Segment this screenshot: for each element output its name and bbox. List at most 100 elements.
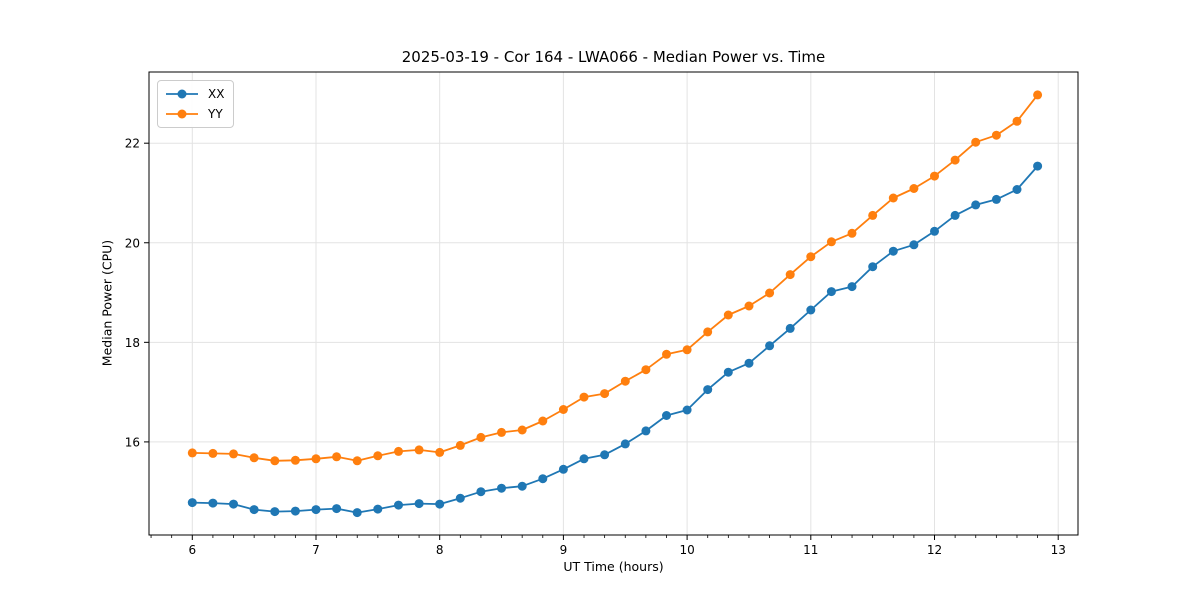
x-axis-tick-label: 13: [1051, 543, 1066, 557]
data-point-YY: [785, 270, 795, 280]
data-point-XX: [311, 505, 321, 515]
data-point-YY: [600, 389, 610, 399]
data-point-XX: [373, 504, 383, 514]
legend-swatch-icon: [166, 109, 198, 119]
data-point-YY: [1012, 116, 1022, 126]
data-point-XX: [785, 323, 795, 333]
x-axis-tick-label: 11: [803, 543, 818, 557]
data-point-XX: [249, 505, 259, 515]
data-point-XX: [579, 454, 589, 464]
data-point-XX: [930, 226, 939, 236]
data-point-XX: [455, 493, 465, 503]
y-axis-tick-label: 20: [125, 236, 140, 250]
x-axis-label: UT Time (hours): [563, 559, 664, 574]
data-point-YY: [455, 440, 465, 450]
data-point-YY: [909, 184, 919, 193]
data-point-XX: [888, 246, 898, 256]
data-point-YY: [229, 449, 238, 459]
y-axis-tick-label: 16: [125, 435, 140, 449]
data-point-XX: [971, 200, 981, 210]
data-point-YY: [744, 301, 754, 311]
data-point-XX: [476, 487, 486, 497]
data-point-YY: [765, 288, 775, 298]
data-point-YY: [290, 455, 300, 465]
legend-item-YY: YY: [165, 105, 224, 123]
data-point-YY: [208, 448, 218, 458]
series-line-YY: [192, 94, 1039, 462]
data-point-YY: [373, 451, 383, 461]
data-point-XX: [909, 240, 919, 250]
data-point-XX: [414, 499, 424, 509]
data-point-YY: [620, 376, 630, 386]
data-point-XX: [538, 474, 548, 484]
data-point-YY: [826, 237, 836, 247]
data-point-XX: [806, 305, 816, 315]
data-point-YY: [971, 137, 981, 147]
legend-label: XX: [208, 87, 225, 101]
data-point-XX: [620, 439, 630, 449]
data-point-XX: [682, 405, 692, 415]
data-point-YY: [414, 445, 424, 455]
data-point-XX: [1033, 161, 1043, 171]
data-point-XX: [290, 506, 300, 516]
data-point-XX: [765, 341, 775, 351]
data-point-YY: [1033, 90, 1043, 100]
data-point-YY: [311, 454, 321, 464]
data-point-YY: [538, 416, 548, 426]
x-axis-tick-label: 8: [436, 543, 444, 557]
legend-item-XX: XX: [165, 85, 224, 103]
chart-title: 2025-03-19 - Cor 164 - LWA066 - Median P…: [401, 48, 826, 66]
data-point-YY: [249, 453, 259, 463]
data-point-XX: [950, 210, 960, 220]
data-point-YY: [579, 392, 589, 402]
data-point-YY: [888, 193, 898, 203]
data-point-XX: [187, 498, 197, 508]
data-point-YY: [991, 130, 1001, 140]
x-axis-tick-label: 7: [312, 543, 320, 557]
data-point-YY: [187, 448, 197, 458]
data-point-XX: [1012, 185, 1022, 194]
data-point-XX: [517, 481, 527, 491]
data-point-YY: [847, 228, 857, 238]
legend-swatch-icon: [166, 89, 198, 99]
data-point-YY: [517, 425, 527, 435]
data-point-XX: [662, 411, 671, 420]
data-point-YY: [394, 446, 403, 456]
data-point-XX: [208, 498, 218, 508]
data-point-XX: [497, 483, 506, 493]
data-point-YY: [435, 447, 445, 457]
data-point-XX: [352, 508, 362, 518]
x-axis-tick-label: 6: [188, 543, 196, 557]
data-point-YY: [806, 252, 816, 262]
data-point-YY: [868, 210, 878, 220]
data-point-YY: [682, 345, 692, 355]
x-axis-tick-label: 9: [560, 543, 568, 557]
y-axis-tick-label: 22: [125, 137, 140, 151]
plot-border: [148, 71, 1079, 536]
y-axis-tick-label: 18: [125, 336, 140, 350]
data-point-YY: [497, 427, 506, 437]
data-point-YY: [662, 349, 671, 359]
legend: XX YY: [157, 80, 235, 128]
data-point-XX: [600, 450, 610, 460]
data-point-YY: [723, 310, 733, 320]
data-point-XX: [847, 282, 857, 292]
data-point-XX: [332, 504, 342, 514]
data-point-XX: [868, 262, 878, 272]
data-point-XX: [435, 499, 445, 509]
data-point-YY: [641, 365, 651, 375]
data-point-YY: [703, 327, 713, 337]
data-point-XX: [826, 287, 836, 297]
data-point-XX: [703, 385, 713, 395]
data-point-YY: [352, 456, 362, 466]
y-axis-label: Median Power (CPU): [99, 239, 115, 367]
data-point-YY: [930, 171, 939, 181]
data-point-XX: [723, 367, 733, 377]
data-point-YY: [332, 452, 342, 462]
legend-label: YY: [208, 107, 223, 121]
x-axis-tick-label: 12: [927, 543, 942, 557]
data-point-YY: [270, 456, 280, 466]
data-point-XX: [744, 358, 754, 368]
